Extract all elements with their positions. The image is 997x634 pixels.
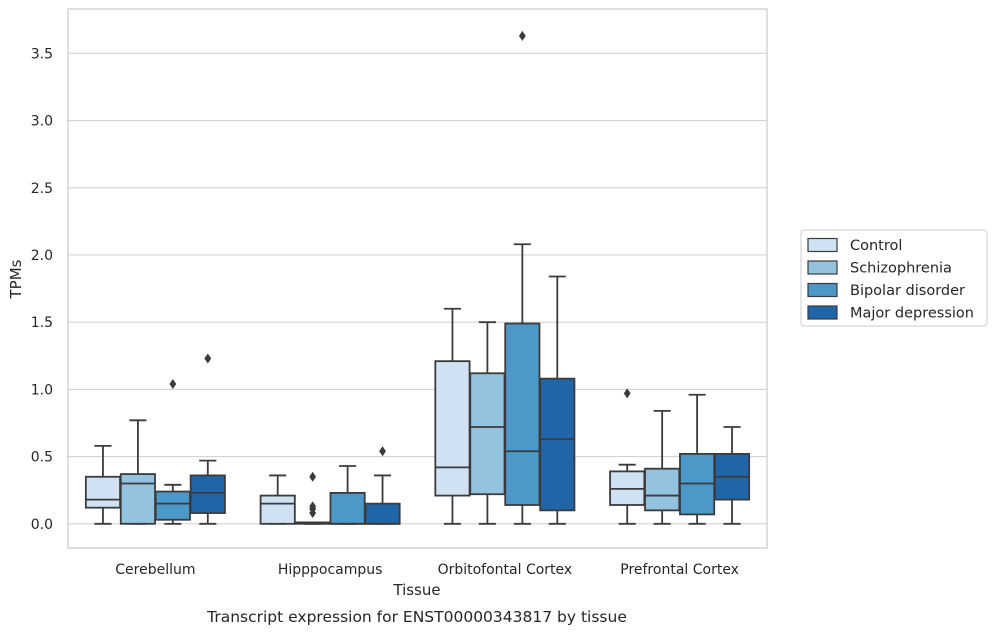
box	[259, 474, 296, 525]
box	[84, 444, 121, 525]
box	[609, 388, 646, 525]
y-tick-label: 3.0	[31, 114, 53, 130]
box-iqr	[469, 372, 506, 496]
box	[294, 471, 331, 525]
box-iqr	[84, 475, 121, 509]
chart-caption: Transcript expression for ENST0000034381…	[206, 608, 627, 626]
legend-label: Schizophrenia	[850, 261, 952, 277]
legend-swatch	[807, 305, 838, 320]
box	[189, 353, 226, 525]
y-tick-label: 1.5	[31, 315, 53, 331]
box-iqr	[434, 360, 471, 497]
box	[504, 30, 541, 525]
legend-label: Bipolar disorder	[850, 283, 965, 299]
outlier-point	[379, 446, 386, 457]
plot-frame	[67, 8, 768, 549]
box-iqr	[259, 494, 296, 525]
box-iqr	[539, 377, 576, 512]
legend: Control Schizophrenia Bipolar disorder Majo…	[800, 229, 988, 327]
box-iqr	[364, 502, 401, 525]
y-tick-label: 3.5	[31, 46, 53, 62]
legend-swatch	[807, 237, 838, 253]
box-iqr	[504, 322, 541, 506]
x-axis-ticks: Cerebellum Hipppocampus Orbitofontal Corte…	[115, 562, 739, 578]
box-iqr	[189, 474, 226, 514]
outlier-point	[518, 30, 526, 41]
box	[539, 275, 576, 525]
outlier-point	[204, 353, 212, 364]
y-axis-ticks: 0.0 0.5 1.0 1.5 2.0 2.5 3.0 3.5	[31, 46, 53, 532]
outlier-point	[623, 388, 631, 399]
box	[714, 426, 751, 525]
x-tick-label: Cerebellum	[115, 562, 195, 578]
box-iqr	[329, 491, 366, 525]
x-axis-title: Tissue	[392, 581, 440, 599]
box	[364, 446, 401, 525]
legend-swatch	[807, 282, 838, 298]
box	[119, 419, 156, 525]
box-groups	[84, 30, 751, 525]
outlier-point	[309, 471, 317, 482]
box	[329, 465, 366, 525]
y-tick-label: 1.0	[31, 382, 53, 398]
box	[679, 393, 716, 525]
y-tick-label: 0.0	[31, 517, 53, 533]
y-tick-label: 2.5	[31, 181, 53, 197]
x-tick-label: Hipppocampus	[278, 562, 383, 578]
outlier-point	[309, 508, 317, 519]
box	[154, 379, 191, 525]
x-tick-label: Orbitofontal Cortex	[438, 562, 573, 578]
box	[644, 409, 681, 525]
box-iqr	[644, 467, 681, 512]
box-iqr	[154, 490, 191, 521]
outlier-point	[169, 379, 177, 390]
y-tick-label: 0.5	[31, 450, 53, 466]
y-tick-label: 2.0	[31, 248, 53, 264]
legend-label: Major depression	[850, 306, 974, 322]
x-tick-label: Prefrontal Cortex	[620, 562, 739, 578]
legend-swatch	[807, 260, 838, 275]
legend-frame	[800, 229, 988, 327]
box	[434, 307, 471, 525]
box	[469, 321, 506, 525]
gridlines	[68, 52, 767, 525]
box-iqr	[119, 473, 156, 525]
y-axis-title: TPMs	[7, 259, 25, 299]
legend-label: Control	[850, 238, 902, 254]
